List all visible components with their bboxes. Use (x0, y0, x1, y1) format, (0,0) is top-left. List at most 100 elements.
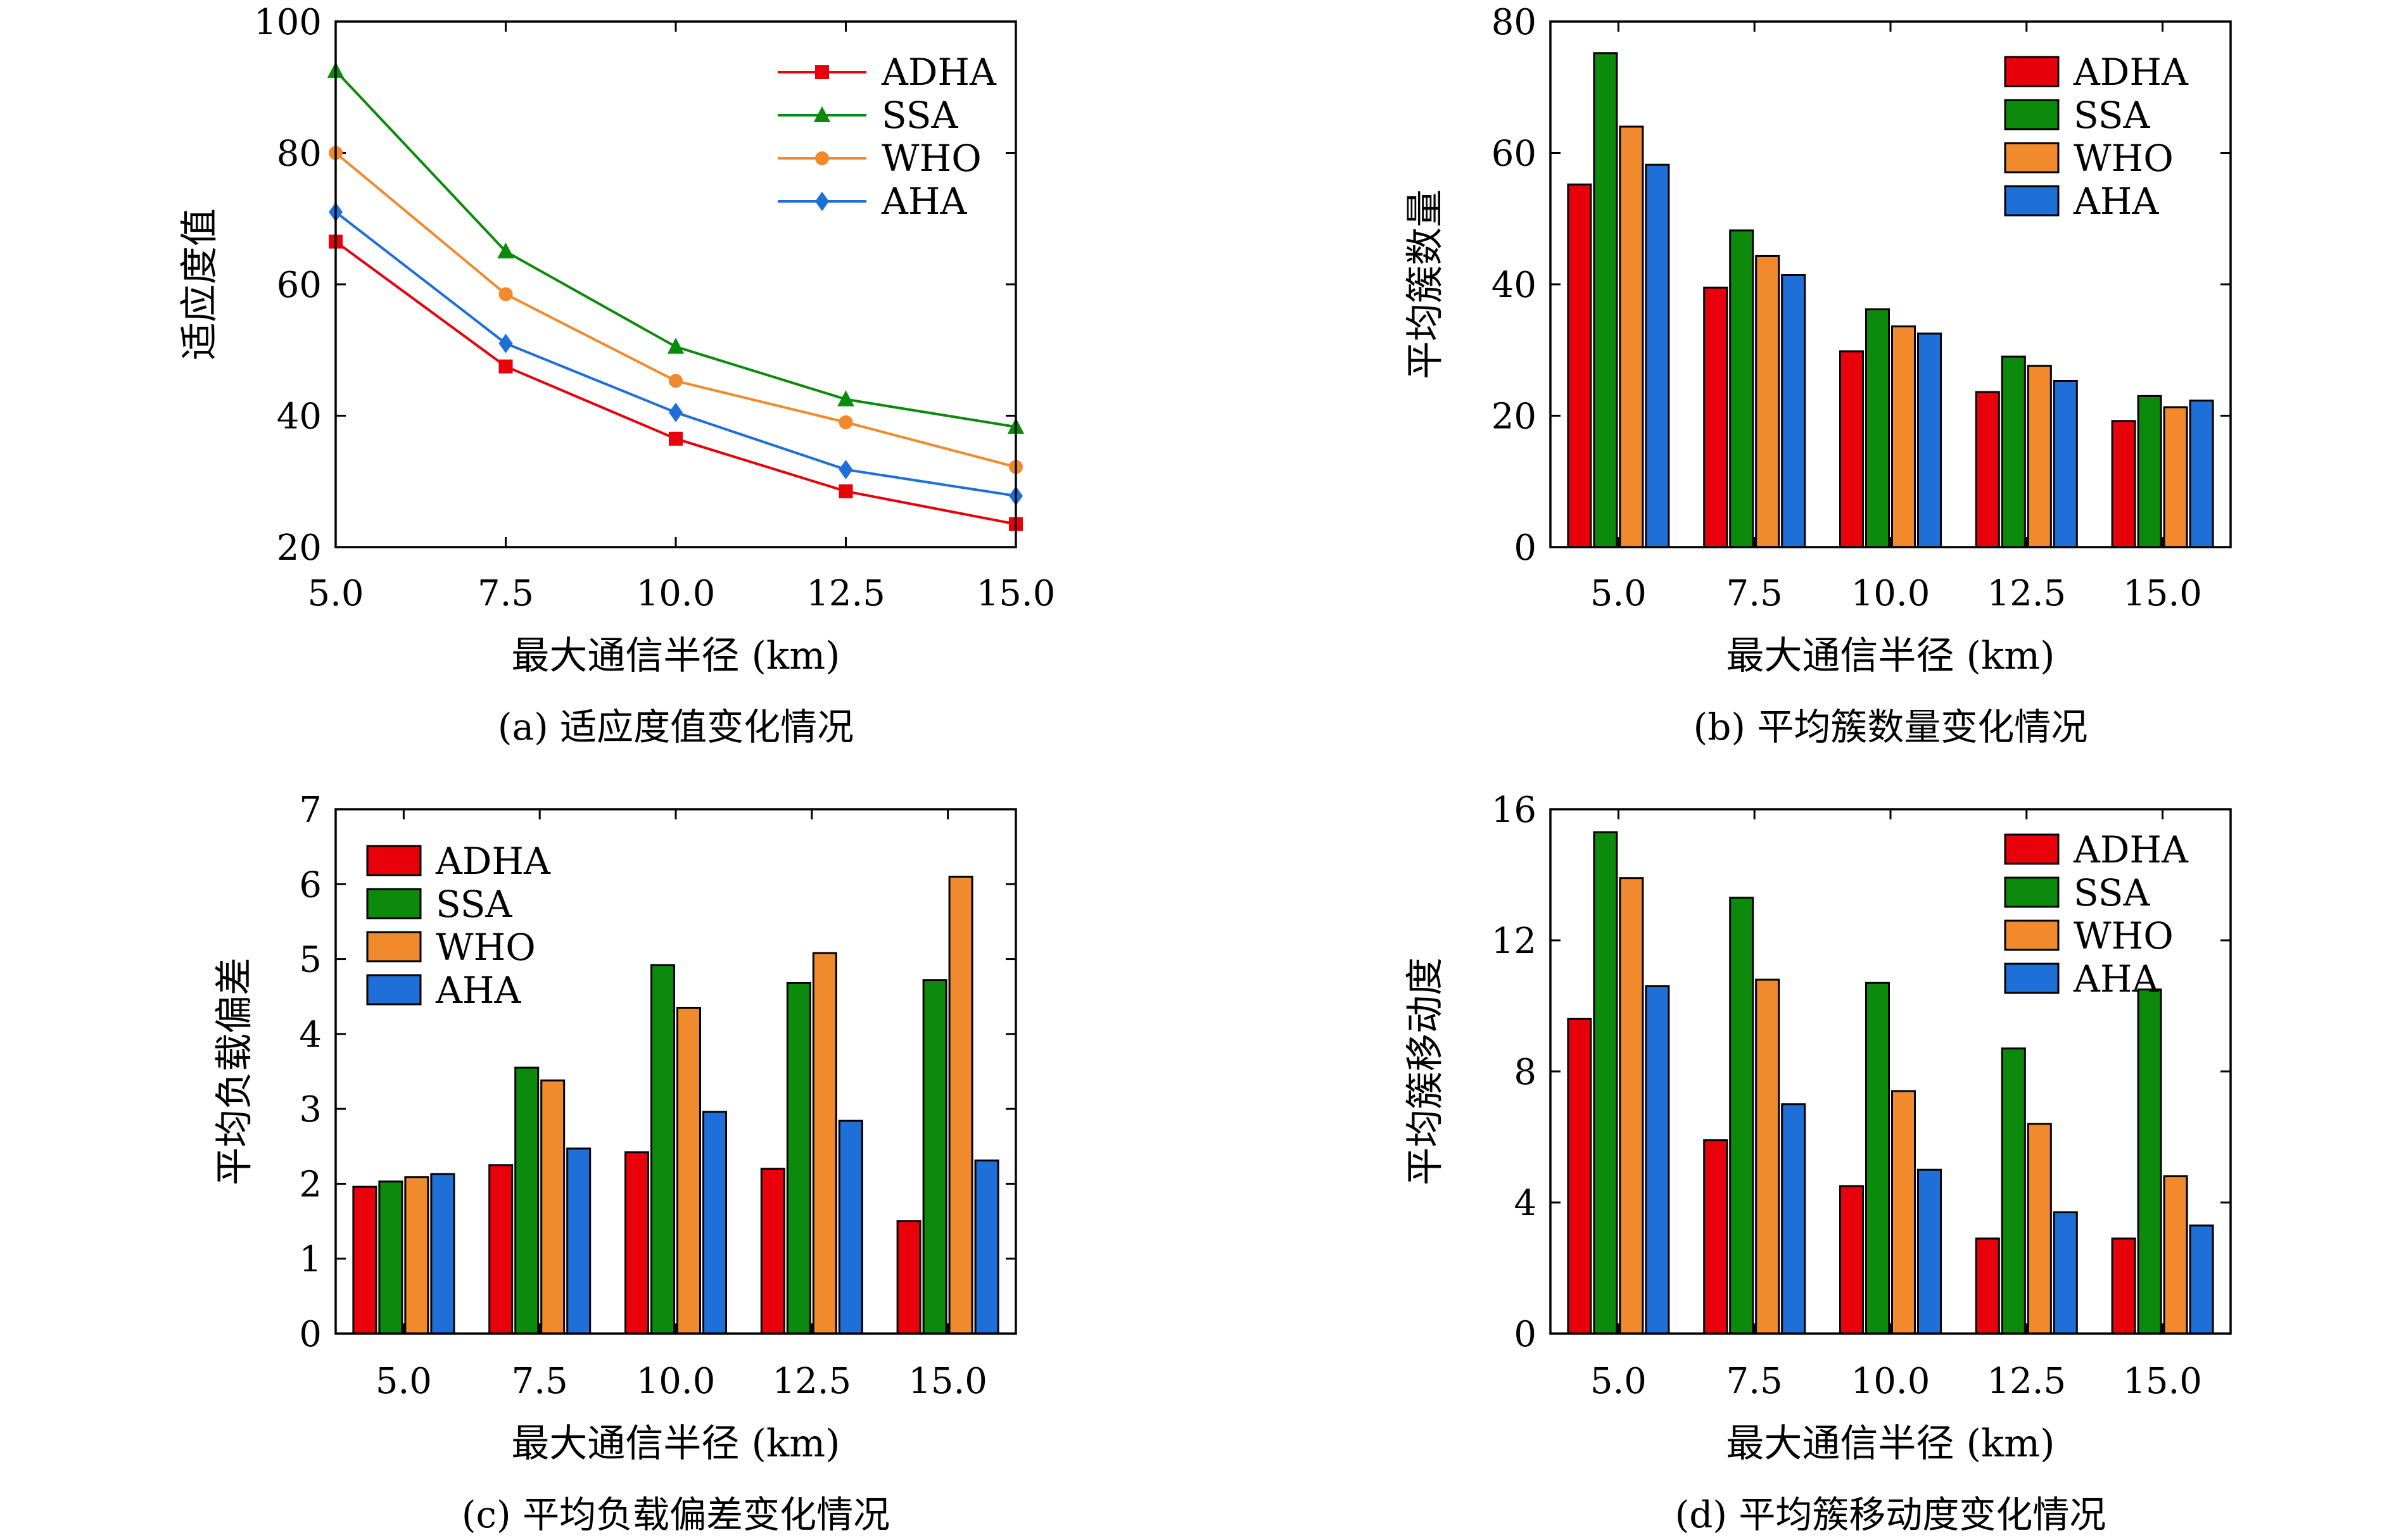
x-tick-label: 12.5 (772, 1361, 851, 1402)
legend-entry-who: WHO (778, 137, 982, 180)
x-tick-label: 10.0 (636, 1361, 716, 1402)
bar-aha (1781, 274, 1806, 548)
bar-who (2027, 1123, 2052, 1335)
legend-label: AHA (435, 969, 521, 1012)
bar-who (812, 952, 837, 1335)
plot-frame (1549, 808, 2232, 1335)
y-tick-label: 0 (1514, 1314, 1536, 1355)
legend-marker (815, 65, 829, 79)
legend-swatch (2004, 185, 2060, 217)
legend-label: WHO (2074, 137, 2174, 180)
x-tick-label: 5.0 (1590, 1361, 1647, 1402)
legend-swatch (2004, 876, 2060, 908)
bar-ssa (922, 979, 947, 1335)
legend-swatch (366, 931, 422, 962)
x-tick-label: 15.0 (2123, 1361, 2202, 1402)
legend-entry-ssa: SSA (778, 94, 958, 137)
series-line-aha (334, 211, 1016, 498)
bar-adha (1703, 286, 1728, 548)
bar-aha (430, 1173, 455, 1335)
legend-label: SSA (2074, 871, 2150, 914)
plot-frame (334, 20, 1017, 548)
bar-ssa (786, 981, 811, 1335)
chart-panel-d: 0 4 8 12 16 5.0 7.5 10.0 12.5 15.0 最大通信半径 (km) 平均簇移… (1403, 790, 2232, 1536)
bar-adha (1975, 1237, 2000, 1335)
y-tick-label: 12 (1492, 921, 1536, 962)
legend-label: WHO (882, 137, 982, 180)
bar-aha (2053, 380, 2078, 548)
bar-who (1619, 125, 1644, 548)
legend-label: AHA (2073, 180, 2159, 223)
y-tick-label: 20 (1492, 396, 1536, 438)
y-tick-label: 1 (299, 1239, 322, 1280)
legend-swatch (2004, 919, 2060, 951)
legend-label: WHO (2074, 914, 2174, 957)
legend-label: AHA (2073, 957, 2159, 1000)
legend-swatch (366, 888, 422, 919)
legend-label: ADHA (881, 51, 997, 94)
legend-entry-adha: ADHA (778, 51, 997, 94)
y-tick-label: 60 (277, 265, 322, 306)
bar-aha (2053, 1211, 2078, 1335)
figure-caption: (b) 平均簇数量变化情况 (1694, 705, 2088, 748)
bar-adha (2111, 420, 2136, 548)
chart-panel-b: 0 20 40 60 80 5.0 7.5 10.0 12.5 15.0 最大通信半径 (km) 平均… (1403, 2, 2232, 748)
x-tick-label: 7.5 (1726, 573, 1783, 614)
legend-label: SSA (436, 883, 512, 926)
bar-ssa (2001, 355, 2026, 548)
x-tick-label: 12.5 (1987, 573, 2066, 614)
bar-aha (1645, 163, 1670, 548)
x-tick-label: 5.0 (376, 1361, 432, 1402)
bar-adha (1567, 183, 1592, 548)
x-tick-label: 7.5 (1726, 1361, 1783, 1402)
chart-panel-c: 0 1 2 3 4 5 6 7 5.0 7.5 10.0 12.5 15.0 最大通信半径 (km) 平均负… (213, 790, 1017, 1536)
bar-adha (1567, 1018, 1592, 1335)
x-axis-label: 最大通信半径 (km) (511, 634, 840, 678)
bar-aha (1917, 1168, 1942, 1335)
legend-swatch (2004, 962, 2060, 994)
x-tick-label: 7.5 (478, 573, 534, 614)
legend-label: ADHA (2073, 828, 2189, 871)
data-point-aha (498, 333, 513, 353)
bar-adha (896, 1220, 922, 1335)
legend-entry-aha: AHA (778, 180, 967, 223)
bar-ssa (1593, 831, 1618, 1335)
x-axis-label: 最大通信半径 (km) (1726, 634, 2055, 678)
bar-aha (566, 1147, 592, 1335)
x-axis-label: 最大通信半径 (km) (511, 1422, 840, 1466)
legend-entry-ssa: SSA (2004, 94, 2150, 137)
legend-swatch (2004, 56, 2060, 87)
bar-who (1755, 255, 1780, 548)
x-tick-label: 12.5 (806, 573, 885, 614)
x-tick-label: 10.0 (1851, 1361, 1930, 1402)
y-tick-label: 8 (1514, 1052, 1536, 1093)
y-tick-label: 40 (277, 396, 322, 438)
y-axis-label: 适应度值 (178, 208, 222, 360)
figure-caption: (d) 平均簇移动度变化情况 (1675, 1493, 2106, 1536)
bar-ssa (378, 1180, 403, 1335)
bar-adha (1839, 350, 1864, 548)
bar-aha (974, 1159, 999, 1335)
bar-who (1891, 325, 1916, 548)
bar-who (540, 1079, 566, 1335)
bar-who (2027, 365, 2052, 548)
y-tick-label: 7 (299, 790, 322, 831)
legend-swatch (366, 974, 422, 1006)
y-axis-label: 平均负载偏差 (213, 957, 257, 1185)
y-tick-label: 6 (299, 864, 322, 906)
y-tick-label: 60 (1492, 134, 1536, 175)
legend-entry-adha: ADHA (2004, 51, 2189, 94)
y-tick-label: 80 (277, 134, 322, 175)
x-tick-label: 7.5 (512, 1361, 568, 1402)
bar-ssa (1865, 308, 1890, 548)
bar-who (404, 1176, 429, 1335)
y-tick-label: 20 (277, 527, 322, 569)
bar-aha (702, 1111, 727, 1335)
bar-aha (1917, 332, 1942, 548)
legend-entry-aha: AHA (2004, 957, 2159, 1000)
legend-swatch (2004, 99, 2060, 130)
legend-label: SSA (2074, 94, 2150, 137)
x-tick-label: 15.0 (977, 573, 1056, 614)
bar-ssa (1865, 981, 1890, 1335)
